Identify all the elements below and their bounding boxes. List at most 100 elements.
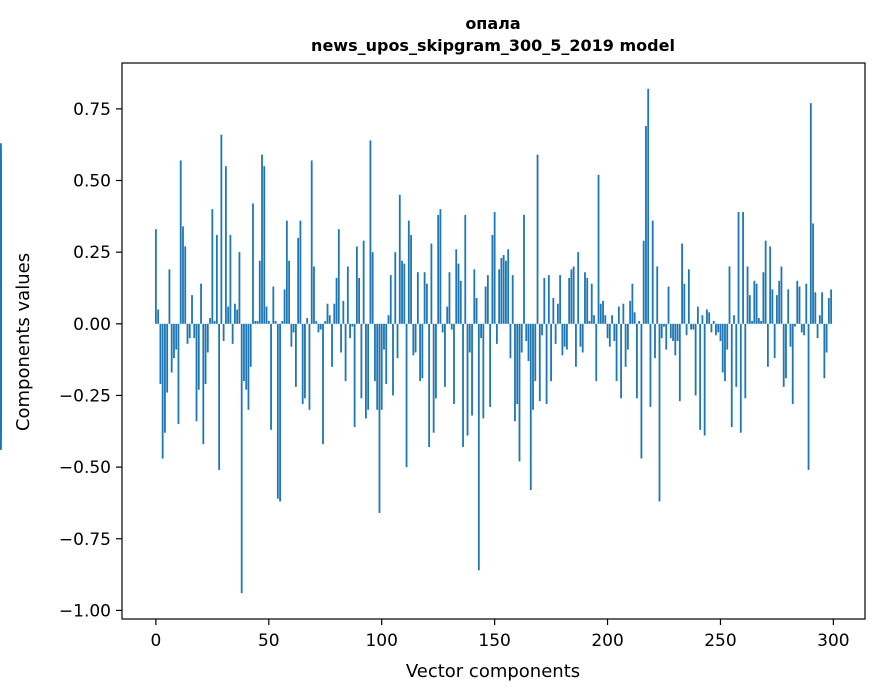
bar-209	[626, 323, 629, 350]
bar-134	[457, 263, 460, 324]
bar-292	[814, 292, 817, 324]
bar-174	[547, 275, 550, 324]
bar-28	[218, 323, 221, 470]
bar-206	[620, 323, 622, 399]
bar-293	[816, 323, 819, 339]
bar-261	[744, 323, 747, 399]
bar-232	[678, 323, 681, 402]
bar-299	[830, 289, 833, 324]
bar-214	[638, 320, 641, 324]
bar-164	[525, 323, 528, 341]
bar-287	[803, 323, 805, 336]
bar-91	[360, 323, 363, 399]
bar-278	[782, 323, 785, 387]
bar-188	[579, 323, 582, 347]
bar-25	[211, 209, 214, 324]
bar-198	[602, 300, 604, 324]
bar-117	[419, 323, 422, 382]
bar-130	[448, 272, 451, 324]
bar-173	[545, 323, 548, 405]
bar-26	[213, 320, 216, 324]
bar-94	[367, 323, 370, 410]
bar-245	[708, 312, 711, 324]
bar-73	[319, 323, 322, 330]
bar-200	[606, 323, 609, 339]
bar-250	[719, 323, 722, 341]
bar-298	[827, 298, 830, 324]
bar-89	[355, 246, 358, 324]
bar-10	[177, 323, 180, 425]
bar-80	[335, 277, 338, 324]
bar-30	[222, 323, 225, 341]
bar-84	[344, 323, 347, 382]
bar-211	[631, 283, 634, 324]
bar-238	[692, 323, 695, 330]
bar-98	[376, 323, 379, 410]
bar-160	[516, 323, 519, 405]
bar-254	[728, 266, 731, 324]
bar-228	[669, 323, 672, 339]
bar-series	[0, 88, 833, 594]
bar-230	[674, 323, 677, 356]
bar-6	[168, 269, 171, 324]
bar-44	[254, 320, 257, 324]
bar-290	[809, 103, 812, 324]
bar-83	[342, 300, 345, 324]
x-tick-label: 150	[478, 631, 510, 651]
bar-48	[263, 166, 266, 324]
bar-107	[396, 323, 399, 359]
bar-81	[337, 229, 340, 324]
bar-161	[518, 323, 521, 462]
bar-284	[796, 280, 799, 324]
bar-59	[288, 260, 291, 324]
bar-225	[663, 323, 665, 327]
bar-263	[748, 295, 751, 324]
bar-231	[676, 323, 679, 341]
bar-72	[317, 323, 320, 333]
bar-207	[622, 303, 625, 324]
bar-79	[333, 303, 336, 324]
bar-106	[394, 252, 397, 324]
bar-109	[401, 260, 403, 324]
bar-143	[477, 323, 480, 571]
plot-frame	[121, 62, 866, 620]
bar-215	[640, 323, 643, 459]
bar-125	[437, 214, 440, 324]
bar-183	[568, 277, 571, 324]
bar-96	[371, 252, 374, 324]
bar-191	[586, 277, 589, 324]
bar-141	[473, 269, 476, 324]
bar-289	[807, 323, 810, 470]
bar-92	[362, 240, 365, 324]
bar-297	[825, 323, 828, 353]
bar-203	[613, 323, 616, 341]
bar-42	[249, 323, 252, 367]
bar-218	[647, 88, 650, 324]
bar-118	[421, 323, 424, 379]
y-tick-label: −1.00	[59, 601, 111, 621]
chart-subtitle: news_upos_skipgram_300_5_2019 model	[311, 36, 675, 55]
bar-21	[202, 323, 205, 445]
bar-114	[412, 323, 415, 356]
bar-69	[310, 160, 313, 324]
chart-title: опала	[465, 14, 520, 33]
bar-182	[565, 323, 568, 350]
bar-46	[258, 260, 261, 324]
bar-146	[484, 286, 487, 324]
bar-99	[378, 323, 381, 513]
bar-137	[464, 214, 467, 324]
bar-195	[595, 323, 598, 382]
bar-87	[351, 323, 354, 327]
x-tick-label: 250	[704, 631, 736, 651]
bar-219	[649, 323, 652, 407]
bar-247	[712, 320, 715, 324]
bar-273	[771, 289, 774, 324]
bar-210	[629, 300, 632, 324]
bar-248	[715, 323, 717, 336]
bar-226	[665, 323, 668, 350]
bar-241	[699, 323, 702, 430]
bar-269	[762, 272, 765, 324]
bar-41	[247, 323, 250, 410]
bar-39	[243, 323, 245, 382]
bar-294	[818, 315, 821, 324]
